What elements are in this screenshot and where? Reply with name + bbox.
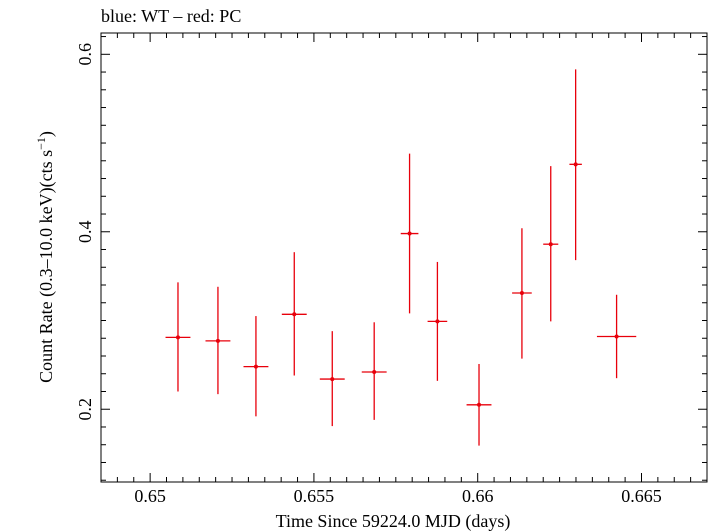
y-axis-label-tail: ): [36, 131, 57, 137]
data-point: [253, 364, 258, 369]
data-point: [372, 369, 377, 374]
x-tick-label: 0.655: [294, 486, 335, 506]
data-point: [215, 338, 220, 343]
data-point: [573, 162, 578, 167]
x-axis: 0.65 0.655 0.66 0.665: [100, 33, 708, 506]
y-axis-label: Count Rate (0.3–10.0 keV)(cts s−1): [34, 131, 57, 383]
x-tick-label: 0.66: [462, 486, 494, 506]
data-point: [175, 335, 180, 340]
data-point: [292, 312, 297, 317]
x-tick-label: 0.65: [134, 486, 166, 506]
data-point: [548, 242, 553, 247]
data-point: [435, 319, 440, 324]
data-point: [407, 231, 412, 236]
y-axis: 0.2 0.4 0.6: [75, 36, 707, 481]
data-point: [519, 290, 524, 295]
data-point: [330, 377, 335, 382]
y-tick-label: 0.2: [75, 398, 95, 421]
data-point: [614, 334, 619, 339]
data-point: [477, 402, 482, 407]
x-axis-label: Time Since 59224.0 MJD (days): [276, 511, 511, 532]
x-tick-label: 0.665: [621, 486, 662, 506]
y-tick-label: 0.4: [75, 221, 95, 244]
y-tick-label: 0.6: [75, 43, 95, 66]
plot-frame: [100, 32, 708, 483]
data-series: [165, 69, 637, 446]
y-axis-label-main: Count Rate (0.3–10.0 keV)(cts s: [36, 150, 57, 383]
chart-title: blue: WT – red: PC: [101, 6, 242, 26]
y-axis-label-superscript: −1: [34, 137, 48, 150]
